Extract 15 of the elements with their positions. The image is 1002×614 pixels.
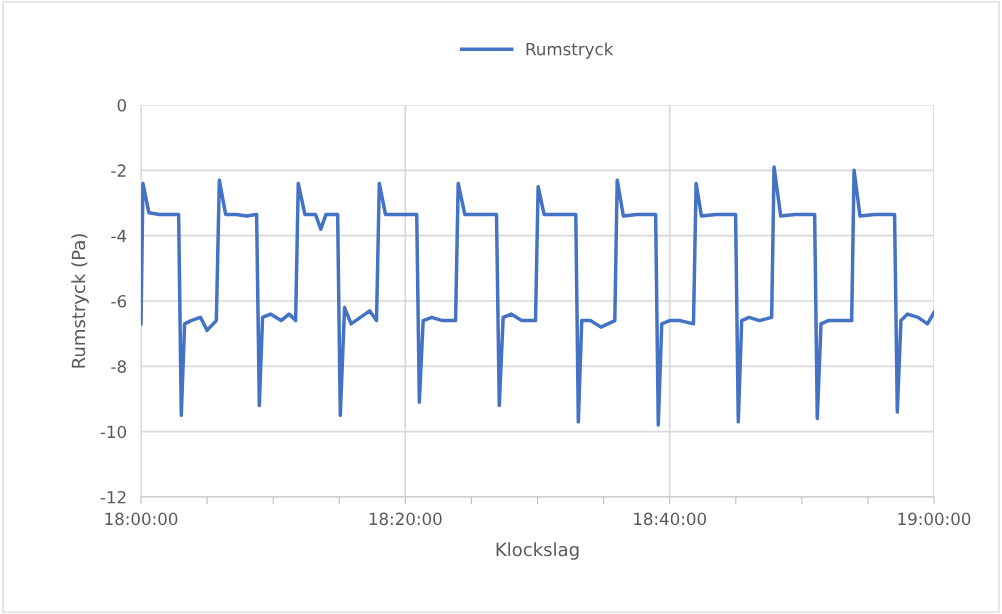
x-tick-label: 18:00:00: [105, 512, 178, 526]
legend-label: Rumstryck: [526, 42, 614, 59]
x-tick-label: 19:00:00: [898, 512, 971, 526]
y-tick-label: -8: [111, 360, 126, 373]
x-tick-label: 18:20:00: [369, 512, 442, 526]
y-tick-label: -10: [100, 425, 126, 439]
y-tick-label: -2: [111, 164, 126, 177]
x-tick-label: 18:40:00: [634, 512, 707, 526]
y-tick-label: -6: [111, 294, 127, 308]
y-tick-label: -4: [111, 229, 127, 242]
y-axis-title: Rumstryck (Pa): [71, 234, 89, 368]
y-tick-label: -12: [100, 490, 126, 504]
line-series: [141, 165, 934, 427]
y-tick-label: 0: [117, 98, 126, 112]
x-axis-title: Klockslag: [496, 542, 579, 560]
